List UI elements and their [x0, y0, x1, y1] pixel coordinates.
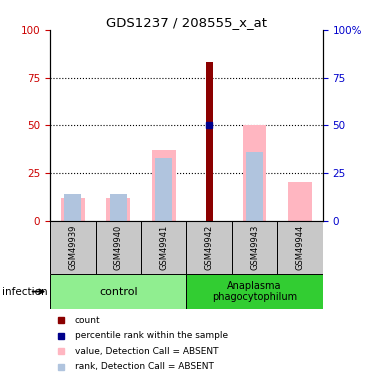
- Bar: [243, 125, 266, 220]
- Title: GDS1237 / 208555_x_at: GDS1237 / 208555_x_at: [106, 16, 267, 29]
- Bar: [141, 220, 187, 274]
- Bar: [232, 220, 278, 274]
- Text: GSM49942: GSM49942: [205, 225, 214, 270]
- Bar: [278, 220, 323, 274]
- Text: GSM49943: GSM49943: [250, 225, 259, 270]
- Bar: [246, 152, 263, 220]
- Text: Anaplasma
phagocytophilum: Anaplasma phagocytophilum: [212, 281, 297, 302]
- Text: percentile rank within the sample: percentile rank within the sample: [75, 331, 228, 340]
- Text: GSM49941: GSM49941: [159, 225, 168, 270]
- Text: count: count: [75, 316, 100, 325]
- Text: GSM49944: GSM49944: [296, 225, 305, 270]
- Bar: [64, 194, 82, 220]
- Text: GSM49939: GSM49939: [68, 225, 77, 270]
- Text: infection: infection: [2, 286, 47, 297]
- Bar: [106, 198, 130, 220]
- Bar: [155, 158, 173, 220]
- Bar: [50, 274, 187, 309]
- Bar: [50, 220, 96, 274]
- Bar: [96, 220, 141, 274]
- Bar: [187, 220, 232, 274]
- Text: GSM49940: GSM49940: [114, 225, 123, 270]
- Text: value, Detection Call = ABSENT: value, Detection Call = ABSENT: [75, 347, 218, 356]
- Bar: [206, 62, 213, 220]
- Bar: [288, 182, 312, 220]
- Text: rank, Detection Call = ABSENT: rank, Detection Call = ABSENT: [75, 362, 213, 371]
- Bar: [187, 274, 323, 309]
- Bar: [109, 194, 127, 220]
- Bar: [61, 198, 85, 220]
- Text: control: control: [99, 286, 138, 297]
- Bar: [152, 150, 175, 220]
